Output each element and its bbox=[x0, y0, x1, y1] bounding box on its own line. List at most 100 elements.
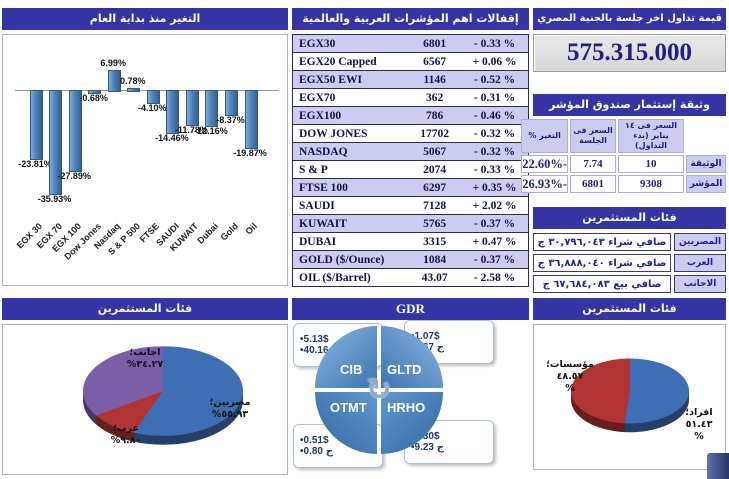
investor-pie-title: فئات المستثمرين bbox=[2, 298, 288, 320]
gdr-usd-value: •1.07$ bbox=[411, 331, 440, 342]
index-change: + 0.06 % bbox=[472, 55, 517, 68]
index-change: - 0.32 % bbox=[473, 127, 516, 140]
index-change: + 0.47 % bbox=[472, 235, 517, 248]
index-change: + 0.35 % bbox=[472, 181, 517, 194]
index-name: EGX20 Capped bbox=[299, 55, 377, 68]
fund-col-session: السعر فى الجلسة bbox=[570, 119, 616, 153]
index-value: 1146 bbox=[423, 73, 446, 86]
bar-value-label: -8.37% bbox=[216, 115, 245, 126]
index-value: 6567 bbox=[423, 55, 447, 68]
table-row: KUWAIT 5765 - 0.37 % bbox=[293, 215, 528, 233]
bar-Gold bbox=[225, 90, 238, 117]
fund-session-value: 6801 bbox=[570, 175, 616, 193]
bar-Nasdaq bbox=[107, 69, 121, 92]
gdr-usd-value: •5.13$ bbox=[300, 334, 329, 345]
bar-Dow Jones bbox=[88, 90, 102, 94]
trading-value: 575.315.000 bbox=[567, 39, 692, 66]
fund-session-value: 7.74 bbox=[570, 155, 616, 173]
table-row: NASDAQ 5067 - 0.32 % bbox=[293, 143, 528, 161]
investor-type-pie-chart: افراد؛ ٥١.٤٣ % مؤسسات؛ ٤٨.٥٧ % bbox=[533, 324, 726, 470]
fund-row-label: المؤشر bbox=[686, 175, 726, 193]
fund-row-label: الوثيقة bbox=[686, 155, 726, 173]
pie-3d bbox=[83, 346, 243, 445]
panel-year-change: التغير منذ بداية العام -23.81% EGX 30 -35.… bbox=[2, 8, 288, 286]
index-name: EGX30 bbox=[299, 37, 336, 50]
index-name: EGX70 bbox=[299, 91, 336, 104]
investor-value: صافي شراء ٣٠,٧٩٦,٠٤٣ ج bbox=[533, 233, 671, 251]
pie-slice-label: عرب؛ ٩.٨٠% bbox=[110, 423, 142, 446]
index-change: - 0.33 % bbox=[473, 37, 516, 50]
index-value: 2074 bbox=[423, 163, 447, 176]
gdr-label-cib: CIB bbox=[340, 362, 363, 377]
gdr-label-gltd: GLTD bbox=[387, 362, 422, 377]
index-change: - 0.37 % bbox=[473, 217, 516, 230]
table-row: EGX20 Capped 6567 + 0.06 % bbox=[293, 53, 528, 71]
fund-start-value: 9308 bbox=[618, 175, 684, 193]
index-value: 6801 bbox=[423, 37, 447, 50]
cycle-arrows-icon: ↻ bbox=[366, 372, 392, 408]
index-name: FTSE 100 bbox=[299, 181, 348, 194]
index-value: 1084 bbox=[423, 253, 447, 266]
bar-value-label: 0.78% bbox=[119, 75, 146, 86]
gdr-usd-value: •0.51$ bbox=[300, 435, 329, 446]
table-row: EGX50 EWI 1146 - 0.52 % bbox=[293, 71, 528, 89]
index-change: - 0.33 % bbox=[473, 163, 516, 176]
gdr-egp-value: •9.23 ج bbox=[411, 442, 444, 453]
pie-3d bbox=[571, 358, 689, 433]
bar-EGX 100 bbox=[68, 90, 82, 173]
gdr-label-hrho: HRHO bbox=[387, 400, 426, 415]
index-closings-title: إقفالات اهم المؤشرات العربية والعالمية bbox=[292, 8, 529, 30]
fund-col-change: التغير % bbox=[521, 119, 568, 153]
index-change: - 0.31 % bbox=[473, 91, 516, 104]
index-name: S & P bbox=[299, 163, 328, 176]
table-row: S & P 2074 - 0.33 % bbox=[293, 161, 528, 179]
bar-Oil bbox=[244, 90, 258, 150]
bar-value-label: 6.99% bbox=[100, 57, 126, 68]
index-name: EGX100 bbox=[299, 109, 342, 122]
index-value: 5067 bbox=[423, 145, 447, 158]
trading-value-box: 575.315.000 bbox=[533, 34, 726, 72]
pie-top bbox=[571, 358, 689, 424]
index-value: 5765 bbox=[423, 217, 447, 230]
corner-shape bbox=[707, 453, 729, 479]
fund-doc-table: السعر فى ١٤ يناير (بدء التداول) السعر فى … bbox=[521, 119, 726, 193]
investor-value: صافي بيع ٦٧,٦٨٤,٠٨٣ ج bbox=[533, 275, 671, 293]
investor-pie-chart: مصريين؛ ٥٥.٩٣% عرب؛ ٩.٨٠% اجانب؛ ٣٤.٢٧% bbox=[2, 324, 288, 475]
table-row: GOLD ($/Ounce) 1084 - 0.37 % bbox=[293, 251, 528, 269]
index-value: 6297 bbox=[423, 181, 447, 194]
table-row: SAUDI 7128 + 2.02 % bbox=[293, 197, 528, 215]
index-value: 7128 bbox=[423, 199, 447, 212]
bar-FTSE bbox=[146, 90, 160, 104]
index-change: - 0.52 % bbox=[473, 73, 516, 86]
bar-value-label: -14.46% bbox=[155, 132, 189, 143]
table-row: EGX100 786 - 0.46 % bbox=[293, 107, 528, 125]
gdr-title: GDR bbox=[292, 298, 529, 320]
investor-net-table: المصريين صافي شراء ٣٠,٧٩٦,٠٤٣ ج العرب صافي … bbox=[533, 233, 726, 293]
fund-change-value: -26.93% bbox=[521, 175, 568, 193]
index-name: DOW JONES bbox=[299, 127, 368, 140]
bar-value-label: -12.16% bbox=[194, 125, 228, 136]
index-name: NASDAQ bbox=[299, 145, 348, 158]
pie-slice-label: مؤسسات؛ ٤٨.٥٧ % bbox=[546, 359, 594, 394]
pie-slice-label: افراد؛ ٥١.٤٣ % bbox=[685, 407, 713, 442]
bar-value-label: -23.81% bbox=[18, 159, 52, 170]
gdr-usd-value: •2.30$ bbox=[411, 431, 440, 442]
index-change: - 2.58 % bbox=[473, 271, 516, 284]
index-name: EGX50 EWI bbox=[299, 73, 362, 86]
bar-EGX 70 bbox=[49, 90, 63, 196]
investor-label: العرب bbox=[674, 254, 726, 272]
pie-top bbox=[83, 346, 243, 436]
index-change: - 0.46 % bbox=[473, 109, 516, 122]
investor-value: صافي شراء ٣٦,٨٨٨,٠٤٠ ج bbox=[533, 254, 671, 272]
gdr-egp-value: •0.80 ج bbox=[300, 446, 333, 457]
year-change-title: التغير منذ بداية العام bbox=[2, 8, 288, 30]
gdr-label-otmt: OTMT bbox=[330, 400, 367, 415]
index-value: 17702 bbox=[420, 127, 450, 140]
index-change: + 2.02 % bbox=[472, 199, 517, 212]
panel-right-column: قيمة تداول اخر جلسة بالجنية المصري 575.3… bbox=[521, 8, 726, 293]
pie-slice-label: اجانب؛ ٣٤.٢٧% bbox=[126, 347, 164, 370]
bar-value-label: -0.68% bbox=[79, 92, 108, 103]
bar-value-label: -19.87% bbox=[233, 148, 267, 159]
table-row: FTSE 100 6297 + 0.35 % bbox=[293, 179, 528, 197]
